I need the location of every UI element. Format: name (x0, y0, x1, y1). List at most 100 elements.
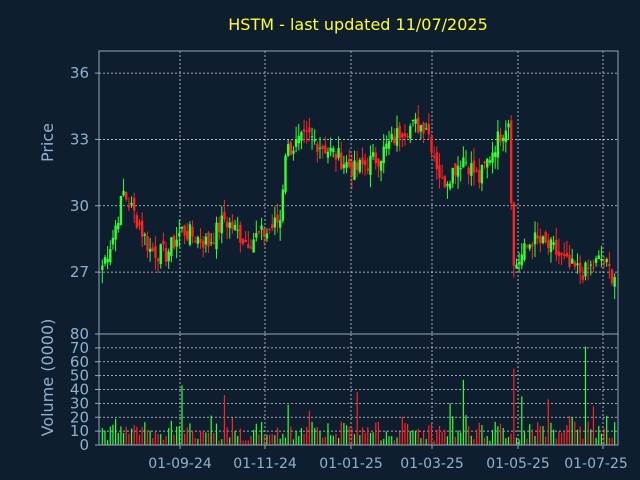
volume-bar (340, 421, 342, 445)
volume-bar (122, 432, 125, 445)
candle-body (146, 236, 149, 251)
candle-body (462, 157, 465, 168)
candle-body (358, 160, 362, 173)
candle-body (509, 120, 513, 203)
candle-body (215, 222, 218, 250)
volume-bar (186, 427, 188, 445)
volume-bar (359, 435, 361, 445)
candle-body (164, 248, 168, 262)
candle-body (528, 244, 531, 249)
volume-bar (412, 430, 414, 445)
candle-body (494, 152, 497, 157)
candle-body (547, 240, 550, 249)
volume-bar (401, 416, 403, 445)
volume-bar (470, 435, 472, 445)
candle-body (440, 177, 444, 179)
x-tick-label: 01-11-24 (233, 456, 297, 472)
candle-body (467, 167, 470, 175)
volume-bar (560, 432, 563, 445)
volume-bar (396, 437, 398, 445)
volume-bar (343, 422, 345, 445)
candle-body (475, 170, 478, 172)
candle-body (610, 269, 614, 284)
volume-bar (465, 415, 467, 445)
volume-bar (444, 429, 446, 445)
volume-bar (430, 423, 433, 445)
candle-body (196, 237, 200, 244)
candle-body (578, 262, 582, 272)
candle-body (387, 141, 391, 149)
candle-body (119, 196, 123, 225)
candle-body (361, 157, 364, 165)
volume-bar (322, 437, 324, 445)
candle-body (600, 258, 603, 261)
volume-y-axis-label: Volume (0000) (38, 319, 57, 437)
volume-bar (499, 423, 502, 445)
volume-bar (295, 431, 297, 445)
candle-body (316, 144, 319, 153)
volume-bar (120, 426, 122, 445)
volume-bar (449, 403, 451, 445)
candle-body (223, 212, 226, 220)
candle-body (117, 222, 120, 230)
volume-bar (107, 440, 109, 445)
volume-bar (409, 430, 411, 445)
candle-body (419, 125, 423, 132)
candle-body (302, 129, 306, 132)
volume-bar (457, 430, 459, 445)
candle-body (366, 168, 369, 171)
candle-body (517, 261, 521, 264)
volume-bar (242, 440, 244, 445)
candle-body (448, 183, 452, 189)
candle-body (132, 197, 136, 211)
volume-bar (303, 433, 305, 445)
candle-body (281, 189, 285, 221)
volume-bar (173, 434, 175, 445)
candle-body (172, 235, 176, 249)
volume-bar (483, 437, 486, 445)
candle-body (340, 152, 343, 170)
candle-body (140, 220, 144, 237)
candle-body (393, 136, 396, 144)
candle-body (456, 165, 460, 177)
candle-body (286, 144, 290, 156)
candle-body (212, 242, 216, 244)
candle-body (520, 254, 523, 266)
volume-bar (271, 434, 273, 445)
candle-body (512, 202, 515, 266)
volume-bar (377, 421, 380, 445)
candle-body (273, 217, 277, 228)
volume-bar (534, 435, 536, 445)
candle-body (334, 153, 338, 160)
volume-bar (393, 440, 395, 445)
volume-bar (141, 427, 143, 445)
volume-bar (144, 422, 146, 445)
candle-body (308, 127, 311, 133)
volume-bar (372, 432, 374, 445)
candle-body (278, 220, 282, 228)
volume-bar (476, 429, 478, 445)
volume-bar (414, 430, 417, 445)
price-candles (101, 105, 616, 300)
volume-bar (539, 425, 541, 445)
price-panel-frame (98, 50, 619, 335)
volume-bar (425, 438, 427, 445)
candle-body (324, 145, 327, 154)
candle-body (170, 237, 173, 256)
volume-bar (298, 436, 300, 445)
volume-bar (210, 415, 212, 445)
candle-body (432, 156, 436, 158)
volume-bar (462, 379, 464, 445)
volume-bar (133, 425, 135, 445)
volume-y-tick-label: 70 (70, 339, 89, 357)
candle-body (297, 135, 300, 144)
volume-bar (168, 427, 170, 445)
candle-body (329, 147, 332, 152)
candle-body (103, 257, 107, 264)
candle-body (488, 160, 492, 163)
volume-bar (518, 439, 520, 445)
volume-bar (507, 437, 510, 445)
x-axis-ticks: 01-09-24 01-11-24 01-01-25 01-03-25 01-05-25… (148, 445, 628, 472)
candle-body (355, 162, 359, 170)
